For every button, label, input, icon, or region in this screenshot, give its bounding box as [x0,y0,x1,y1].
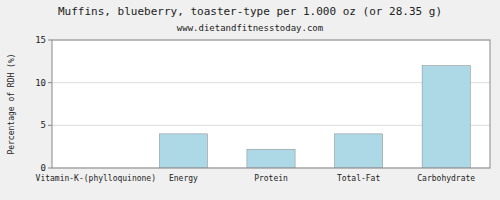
y-tick [48,40,52,41]
y-tick [48,82,52,83]
bar [247,149,295,168]
bar [335,134,383,168]
chart: 0 5 10 15 Vitamin-K-(phylloquinone) Energy Pro… [0,0,500,200]
x-tick-label: Total-Fat [337,174,381,183]
bar [159,134,207,168]
title: Muffins, blueberry, toaster-type per 1.0… [58,5,442,18]
subtitle: www.dietandfitnesstoday.com [177,23,323,33]
x-tick-label: Vitamin-K-(phylloquinone) [36,174,156,183]
plot-area [52,40,490,168]
y-tick-label: 5 [41,120,46,130]
x-tick-label: Protein [254,174,288,183]
bar [422,66,470,168]
y-tick-label: 10 [35,78,46,88]
y-tick-label: 15 [35,35,46,45]
chart-container: 0 5 10 15 Vitamin-K-(phylloquinone) Energy Pro… [0,0,500,200]
bars [159,66,470,168]
y-tick [48,168,52,169]
y-tick [48,125,52,126]
y-axis-label: Percentage of RDH (%) [7,53,16,154]
x-tick-label: Carbohydrate [417,174,475,183]
plot-frame [52,40,490,168]
y-tick-label: 0 [41,163,46,173]
x-tick-label: Energy [169,174,198,183]
